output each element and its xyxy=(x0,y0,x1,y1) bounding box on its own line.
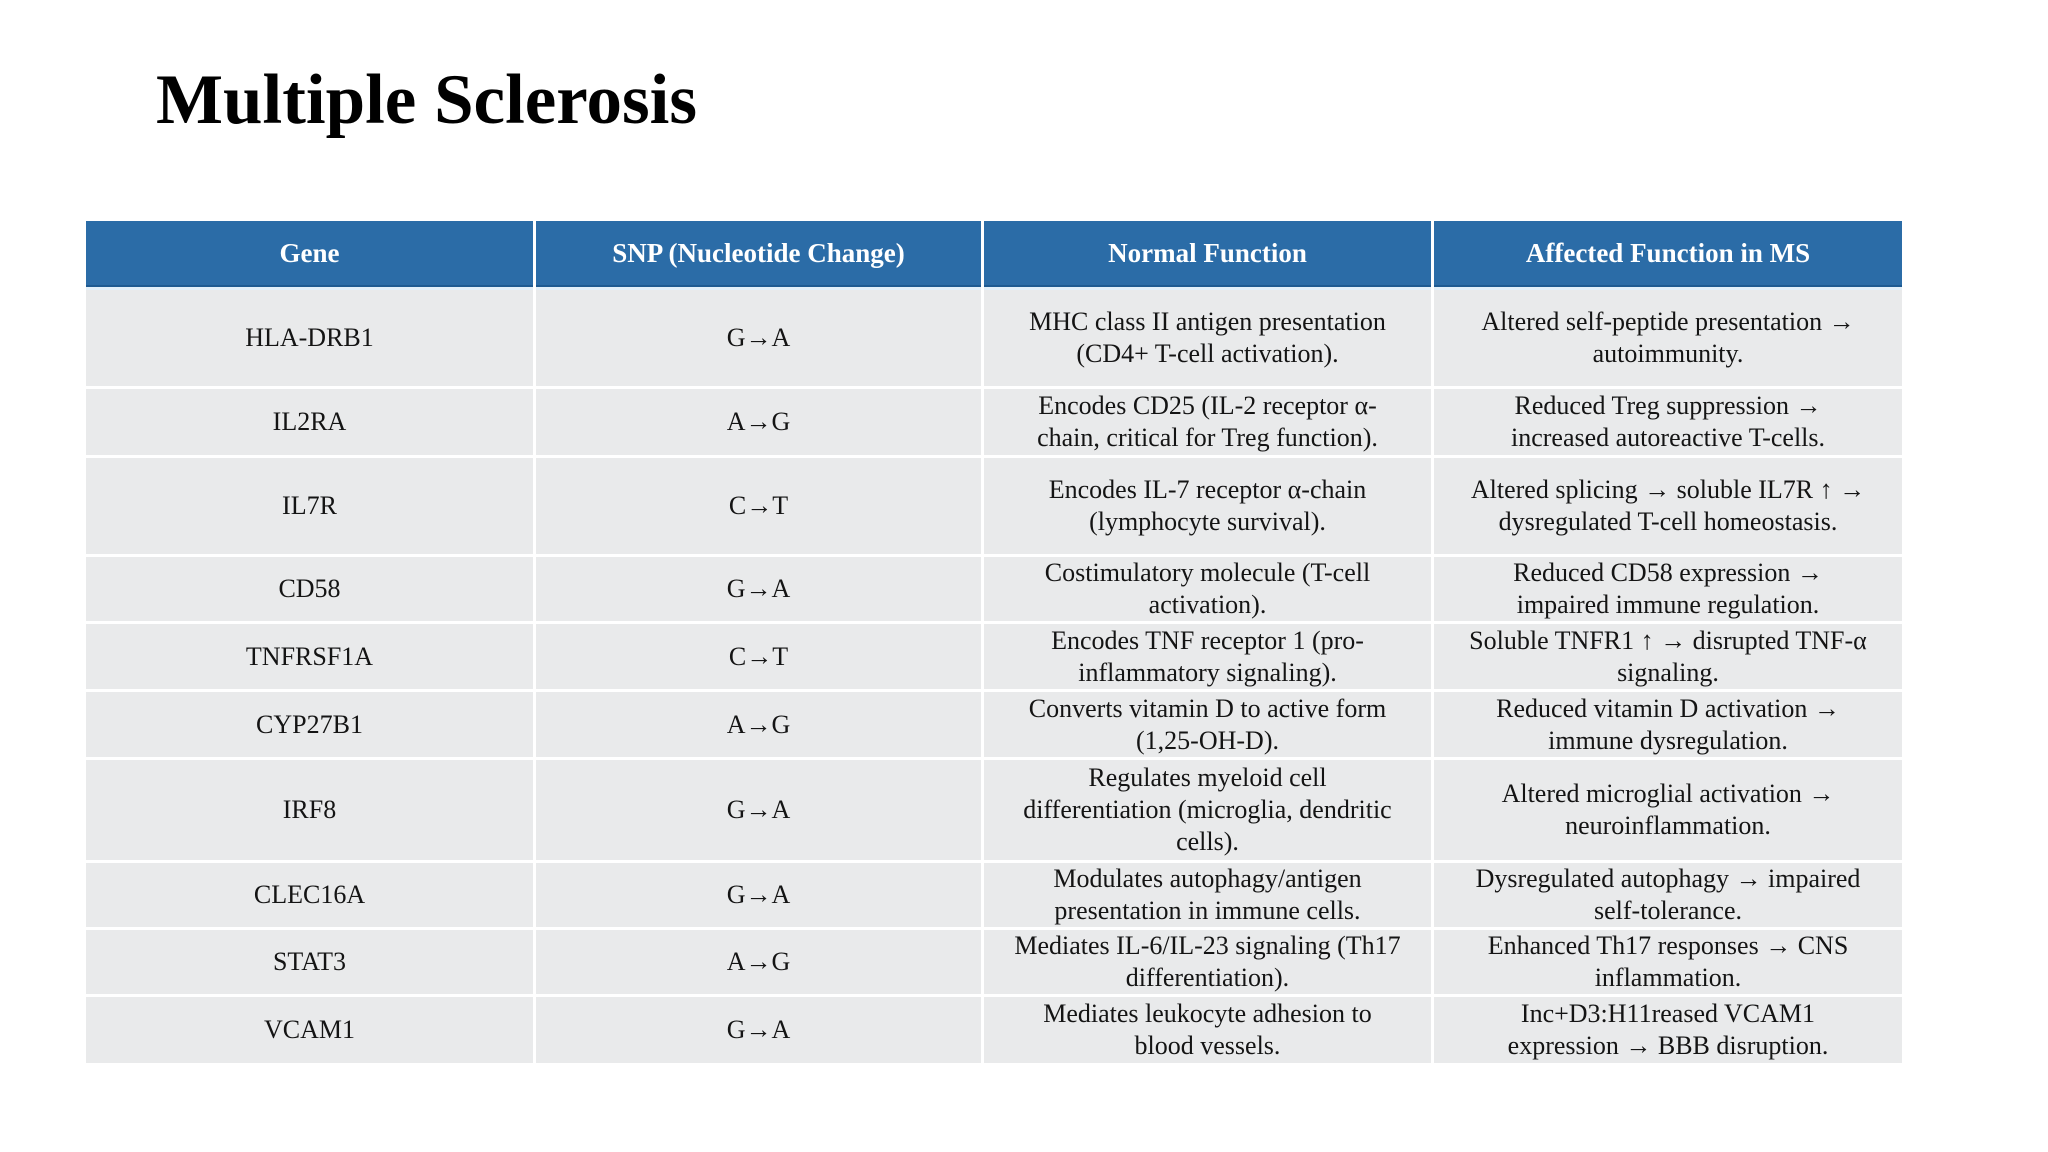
normal-function-cell: Encodes IL-7 receptor α-chain (lymphocyt… xyxy=(984,458,1431,554)
affected-function-cell: Enhanced Th17 responses → CNS inflammati… xyxy=(1434,930,1902,994)
normal-function-cell: Mediates IL-6/IL-23 signaling (Th17 diff… xyxy=(984,930,1431,994)
normal-function-cell: MHC class II antigen presentation (CD4+ … xyxy=(984,290,1431,386)
affected-function-cell: Altered splicing → soluble IL7R ↑ → dysr… xyxy=(1434,458,1902,554)
column-header-snp: SNP (Nucleotide Change) xyxy=(536,221,981,287)
normal-function-cell: Costimulatory molecule (T-cell activatio… xyxy=(984,557,1431,621)
snp-cell: G→A xyxy=(536,290,981,386)
snp-cell: G→A xyxy=(536,760,981,860)
snp-cell: G→A xyxy=(536,557,981,621)
gene-cell: VCAM1 xyxy=(86,997,533,1063)
affected-function-cell: Inc+D3:H11reased VCAM1 expression → BBB … xyxy=(1434,997,1902,1063)
gene-cell: STAT3 xyxy=(86,930,533,994)
normal-function-cell: Modulates autophagy/antigen presentation… xyxy=(984,863,1431,927)
snp-cell: A→G xyxy=(536,692,981,757)
snp-cell: C→T xyxy=(536,624,981,689)
normal-function-cell: Encodes TNF receptor 1 (pro- inflammator… xyxy=(984,624,1431,689)
snp-cell: G→A xyxy=(536,863,981,927)
snp-cell: A→G xyxy=(536,389,981,455)
affected-function-cell: Altered microglial activation → neuroinf… xyxy=(1434,760,1902,860)
affected-function-cell: Reduced CD58 expression → impaired immun… xyxy=(1434,557,1902,621)
snp-cell: C→T xyxy=(536,458,981,554)
affected-function-cell: Altered self-peptide presentation → auto… xyxy=(1434,290,1902,386)
page-title: Multiple Sclerosis xyxy=(156,61,698,139)
normal-function-cell: Encodes CD25 (IL-2 receptor α- chain, cr… xyxy=(984,389,1431,455)
gene-cell: CLEC16A xyxy=(86,863,533,927)
column-header-normal-function: Normal Function xyxy=(984,221,1431,287)
snp-cell: G→A xyxy=(536,997,981,1063)
affected-function-cell: Dysregulated autophagy → impaired self-t… xyxy=(1434,863,1902,927)
gene-cell: TNFRSF1A xyxy=(86,624,533,689)
column-header-affected-function: Affected Function in MS xyxy=(1434,221,1902,287)
affected-function-cell: Soluble TNFR1 ↑ → disrupted TNF-α signal… xyxy=(1434,624,1902,689)
snp-cell: A→G xyxy=(536,930,981,994)
gene-cell: IL7R xyxy=(86,458,533,554)
normal-function-cell: Mediates leukocyte adhesion to blood ves… xyxy=(984,997,1431,1063)
gene-cell: CYP27B1 xyxy=(86,692,533,757)
affected-function-cell: Reduced Treg suppression → increased aut… xyxy=(1434,389,1902,455)
column-header-gene: Gene xyxy=(86,221,533,287)
normal-function-cell: Converts vitamin D to active form (1,25-… xyxy=(984,692,1431,757)
gene-cell: CD58 xyxy=(86,557,533,621)
normal-function-cell: Regulates myeloid cell differentiation (… xyxy=(984,760,1431,860)
gene-cell: HLA-DRB1 xyxy=(86,290,533,386)
gene-cell: IRF8 xyxy=(86,760,533,860)
gene-cell: IL2RA xyxy=(86,389,533,455)
affected-function-cell: Reduced vitamin D activation → immune dy… xyxy=(1434,692,1902,757)
gene-snp-table: Gene SNP (Nucleotide Change) Normal Functi… xyxy=(86,221,1902,1063)
